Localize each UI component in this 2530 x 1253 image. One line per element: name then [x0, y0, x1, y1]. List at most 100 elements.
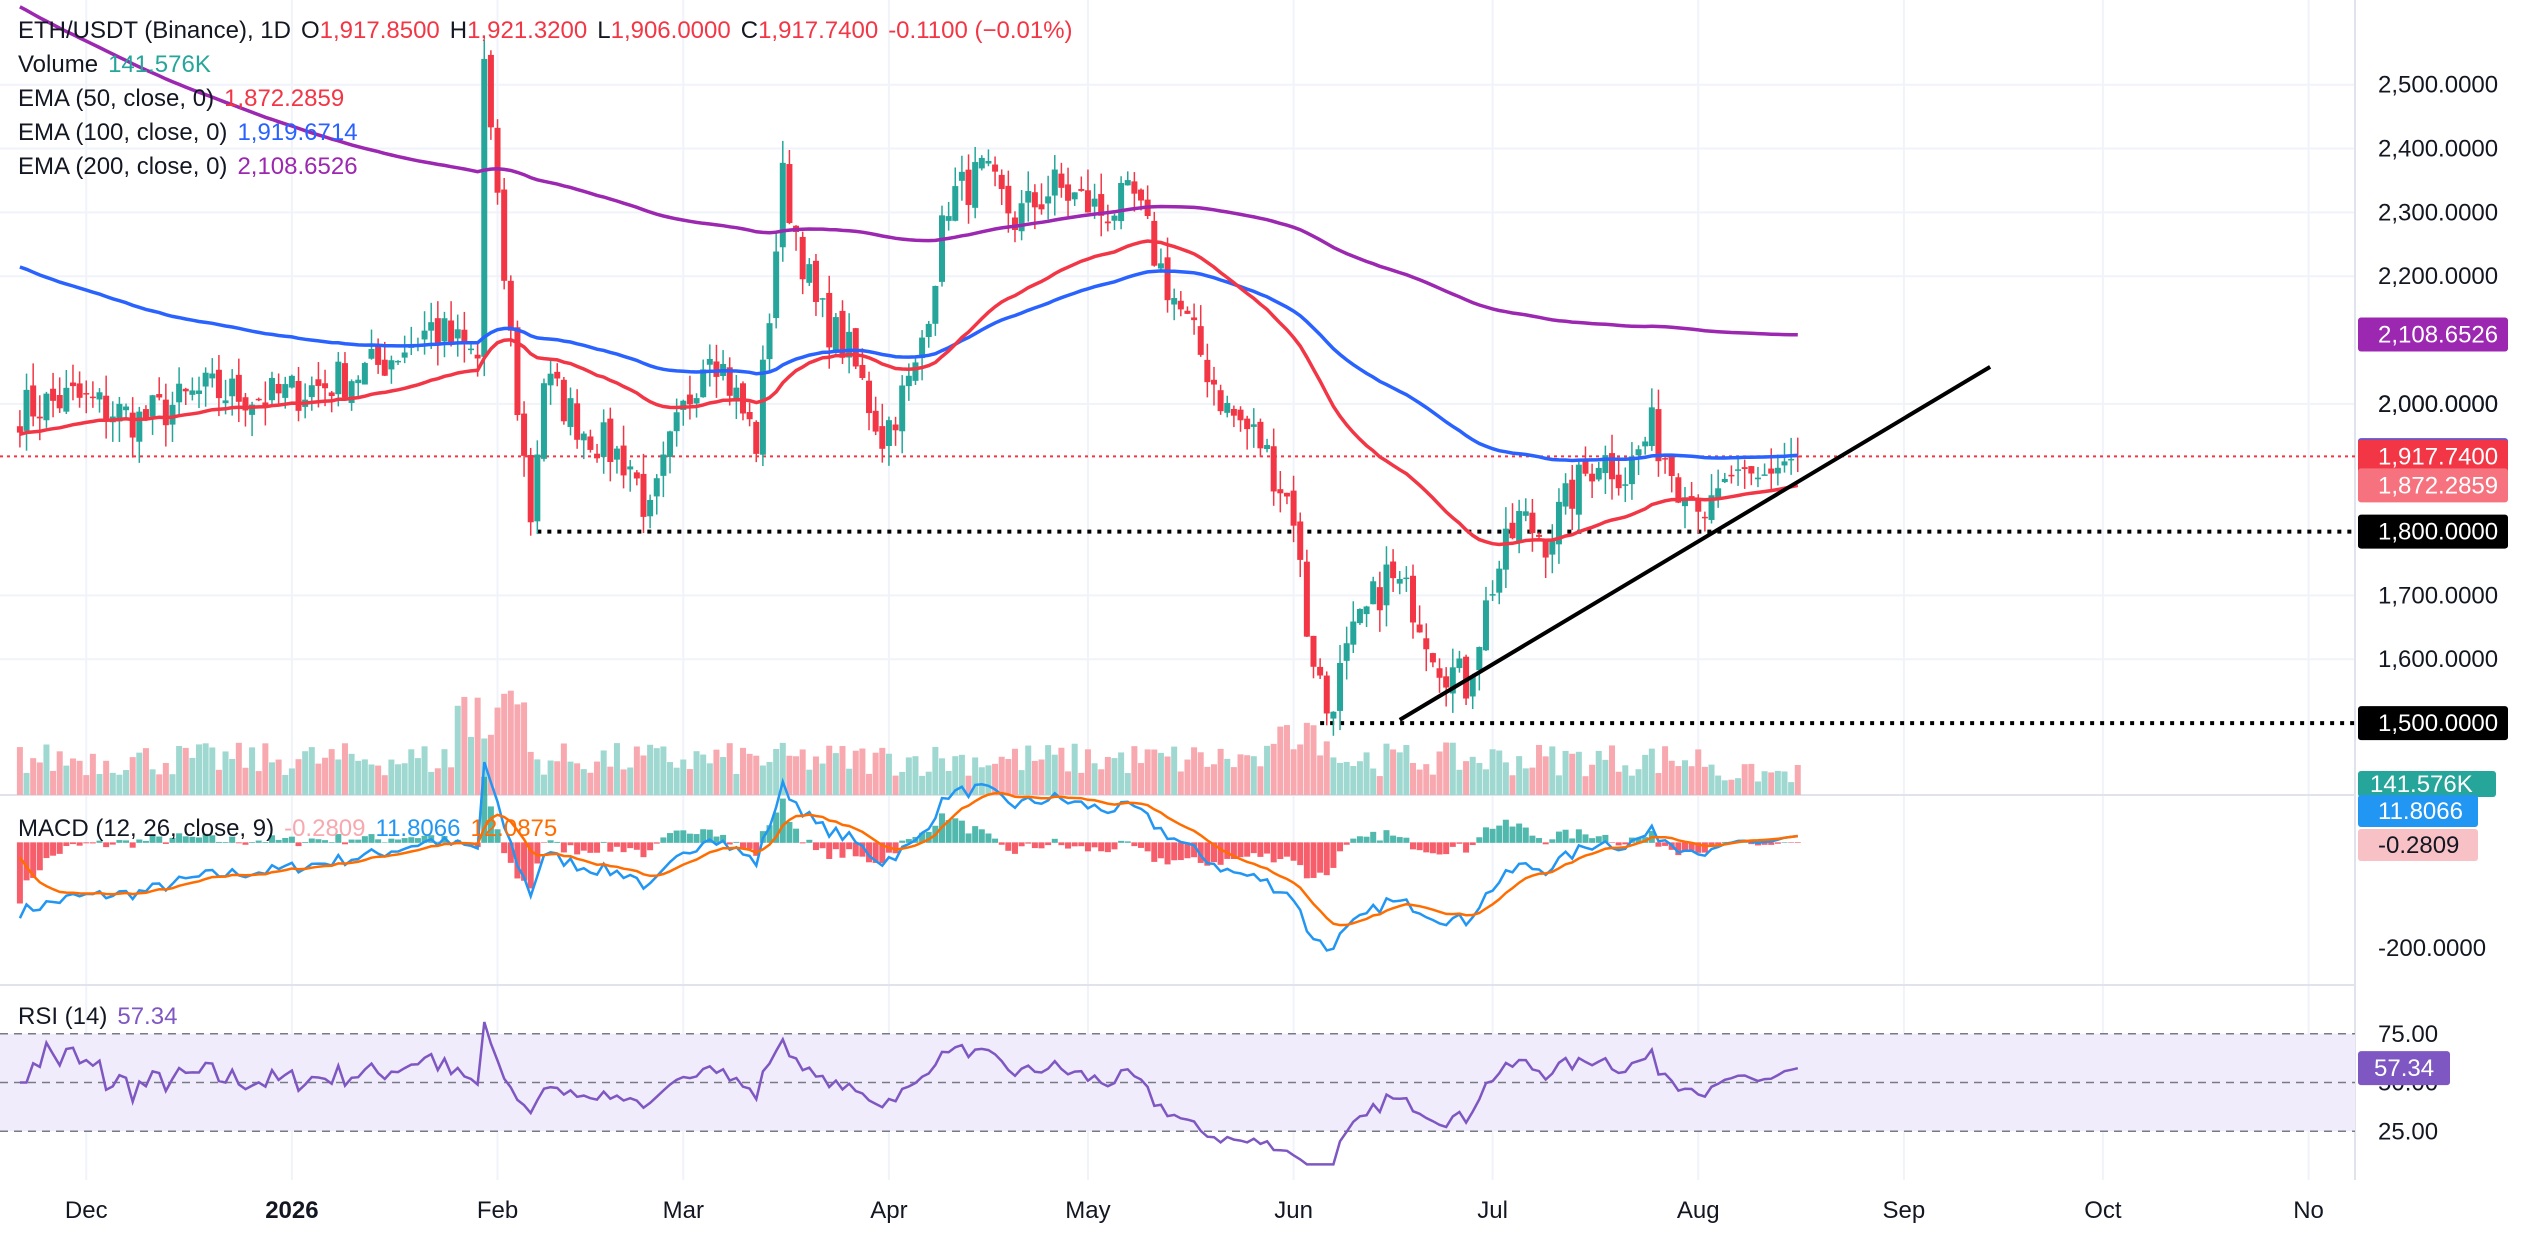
macd-hist-bar — [607, 842, 614, 852]
candle-body — [1615, 474, 1622, 489]
macd-hist-bar — [1230, 842, 1237, 860]
macd-hist-bar — [1489, 828, 1496, 843]
volume-bar — [992, 763, 999, 795]
candle-body — [176, 383, 183, 403]
candle-body — [1217, 390, 1224, 412]
candle-body — [1688, 496, 1695, 498]
macd-hist-bar — [1529, 835, 1536, 843]
macd-hist-bar — [1569, 838, 1576, 843]
volume-bar — [1151, 749, 1158, 795]
volume-bar — [1124, 773, 1131, 795]
low-label: L — [597, 17, 611, 44]
volume-bar — [1542, 756, 1549, 795]
volume-bar — [945, 770, 952, 795]
date-axis[interactable]: Dec 2026 Feb Mar Apr May Jun Jul Aug Sep Oct No — [65, 1197, 2324, 1224]
candle-body — [322, 383, 329, 389]
candle-body — [1721, 478, 1728, 483]
volume-bar — [421, 746, 428, 795]
price-badge-label: 1,917.7400 — [2378, 443, 2498, 470]
date-tick-label: 2026 — [265, 1197, 318, 1224]
volume-bar — [1410, 762, 1416, 795]
macd-hist-bar — [142, 840, 149, 843]
date-tick-label: Apr — [870, 1197, 907, 1224]
candle-body — [1628, 456, 1635, 485]
volume-bar — [759, 765, 766, 795]
volume-bar — [1562, 750, 1569, 795]
date-tick-label: May — [1065, 1197, 1110, 1224]
volume-bar — [1018, 770, 1025, 795]
high-label: H — [449, 17, 468, 44]
candle-body — [965, 169, 972, 205]
volume-bar — [1396, 752, 1403, 795]
macd-hist-bar — [1688, 842, 1695, 851]
volume-bar — [1290, 749, 1297, 795]
macd-hist-bar — [1410, 842, 1416, 850]
volume-bar — [972, 757, 979, 795]
volume-bar — [1197, 752, 1204, 795]
macd-hist-bar — [229, 836, 236, 843]
candle-body — [1390, 561, 1397, 579]
volume-bar — [720, 757, 727, 795]
price-tick-label: 2,000.0000 — [2378, 391, 2498, 418]
volume-bar — [295, 759, 302, 795]
candle-body — [23, 389, 30, 431]
volume-bar — [1071, 743, 1078, 795]
candle-body — [1542, 540, 1549, 558]
price-badge — [2358, 514, 2508, 549]
candle-body — [673, 412, 680, 432]
volume-bar — [229, 758, 236, 795]
macd-hist-bar — [1303, 842, 1310, 879]
volume-bar — [242, 767, 249, 795]
volume-bar — [567, 761, 574, 795]
volume-bar — [507, 690, 514, 795]
candle-body — [441, 318, 448, 342]
macd-hist-bar — [673, 830, 680, 843]
candle-body — [1257, 421, 1264, 449]
volume-bar — [1250, 756, 1257, 795]
volume-bar — [1476, 762, 1483, 795]
volume-bar — [182, 747, 189, 795]
candle-body — [627, 466, 634, 470]
volume-bar — [468, 736, 474, 795]
candle-body — [726, 367, 733, 396]
volume-bar — [925, 771, 932, 795]
volume-bar — [534, 759, 541, 795]
volume-bar — [1317, 755, 1324, 795]
candle-body — [361, 363, 368, 385]
macd-hist-bar — [282, 837, 289, 843]
macd-hist-bar — [1721, 841, 1728, 843]
macd-hist-bar — [401, 838, 408, 843]
macd-hist-bar — [83, 842, 90, 844]
candle-body — [1337, 663, 1344, 711]
volume-bar — [560, 743, 567, 795]
candle-body — [1423, 638, 1430, 650]
ema100-value: 1,919.6714 — [237, 119, 358, 146]
candle-body — [89, 396, 96, 399]
macd-hist-bar — [388, 838, 395, 843]
candle-body — [985, 160, 992, 164]
volume-bar — [63, 765, 70, 795]
volume-bar — [414, 758, 421, 795]
date-tick-label: Aug — [1677, 1197, 1720, 1224]
candle-body — [235, 374, 242, 402]
macd-hist-bar — [1045, 842, 1052, 846]
candle-body — [1463, 656, 1470, 699]
volume-bar — [30, 758, 37, 795]
macd-line — [18, 761, 1798, 952]
volume-bar — [162, 762, 169, 795]
date-tick-label: Jun — [1274, 1197, 1313, 1224]
volume-bar — [1635, 769, 1642, 795]
volume-bar — [713, 749, 720, 795]
trendline[interactable] — [1398, 365, 1992, 722]
candle-body — [215, 369, 222, 399]
candle-body — [773, 251, 780, 319]
price-axis[interactable]: 2,500.0000 2,400.0000 2,300.0000 2,200.0000… — [2358, 72, 2508, 1146]
candle-body — [640, 473, 647, 517]
ema50-line — [19, 239, 1799, 547]
candle-body — [295, 381, 302, 411]
volume-bar — [355, 760, 362, 795]
candle-body — [992, 164, 999, 172]
candle-body — [401, 352, 408, 358]
volume-bar — [196, 744, 203, 795]
